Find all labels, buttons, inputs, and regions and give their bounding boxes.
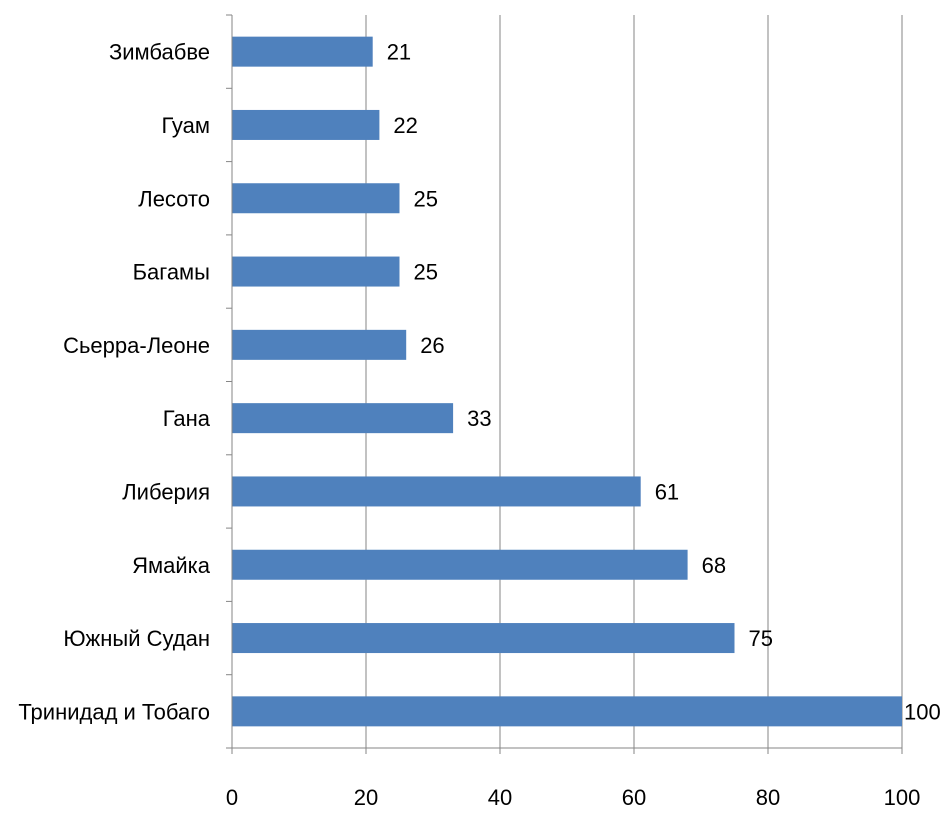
category-label-1: Зимбабве [109, 40, 210, 65]
value-labels: 21 22 25 25 26 33 61 68 75 100 [387, 40, 941, 725]
value-label-5: 26 [420, 333, 444, 358]
x-tick-labels: 0 20 40 60 80 100 [226, 785, 920, 810]
bars [232, 36, 902, 727]
value-label-2: 22 [393, 113, 417, 138]
x-tick-label-80: 80 [756, 785, 780, 810]
value-label-9: 75 [749, 626, 773, 651]
bar-5 [232, 329, 407, 360]
bar-2 [232, 109, 380, 140]
category-label-5: Сьерра-Леоне [63, 333, 210, 358]
category-labels: Зимбабве Гуам Лесото Багамы Сьерра-Леоне Гана… [18, 40, 210, 725]
category-label-8: Ямайка [132, 553, 211, 578]
category-label-10: Тринидад и Тобаго [18, 699, 210, 724]
value-label-7: 61 [655, 479, 679, 504]
category-label-7: Либерия [122, 479, 210, 504]
category-label-2: Гуам [161, 113, 210, 138]
value-label-10: 100 [904, 699, 941, 724]
bar-6 [232, 403, 454, 434]
x-tick-label-60: 60 [622, 785, 646, 810]
x-tick-label-100: 100 [884, 785, 921, 810]
x-tick-label-20: 20 [354, 785, 378, 810]
bar-7 [232, 476, 641, 507]
category-label-4: Багамы [133, 260, 210, 285]
axes [226, 14, 903, 754]
value-label-4: 25 [414, 260, 438, 285]
category-label-3: Лесото [138, 186, 210, 211]
bar-9 [232, 623, 735, 654]
x-tick-label-40: 40 [488, 785, 512, 810]
value-label-6: 33 [467, 406, 491, 431]
bar-10 [232, 696, 902, 727]
category-label-6: Гана [163, 406, 211, 431]
category-label-9: Южный Судан [63, 626, 210, 651]
value-label-1: 21 [387, 40, 411, 65]
x-tick-label-0: 0 [226, 785, 238, 810]
bar-4 [232, 256, 400, 287]
value-label-8: 68 [702, 553, 726, 578]
bar-1 [232, 36, 373, 67]
bar-8 [232, 549, 688, 580]
bar-3 [232, 183, 400, 214]
value-label-3: 25 [414, 186, 438, 211]
